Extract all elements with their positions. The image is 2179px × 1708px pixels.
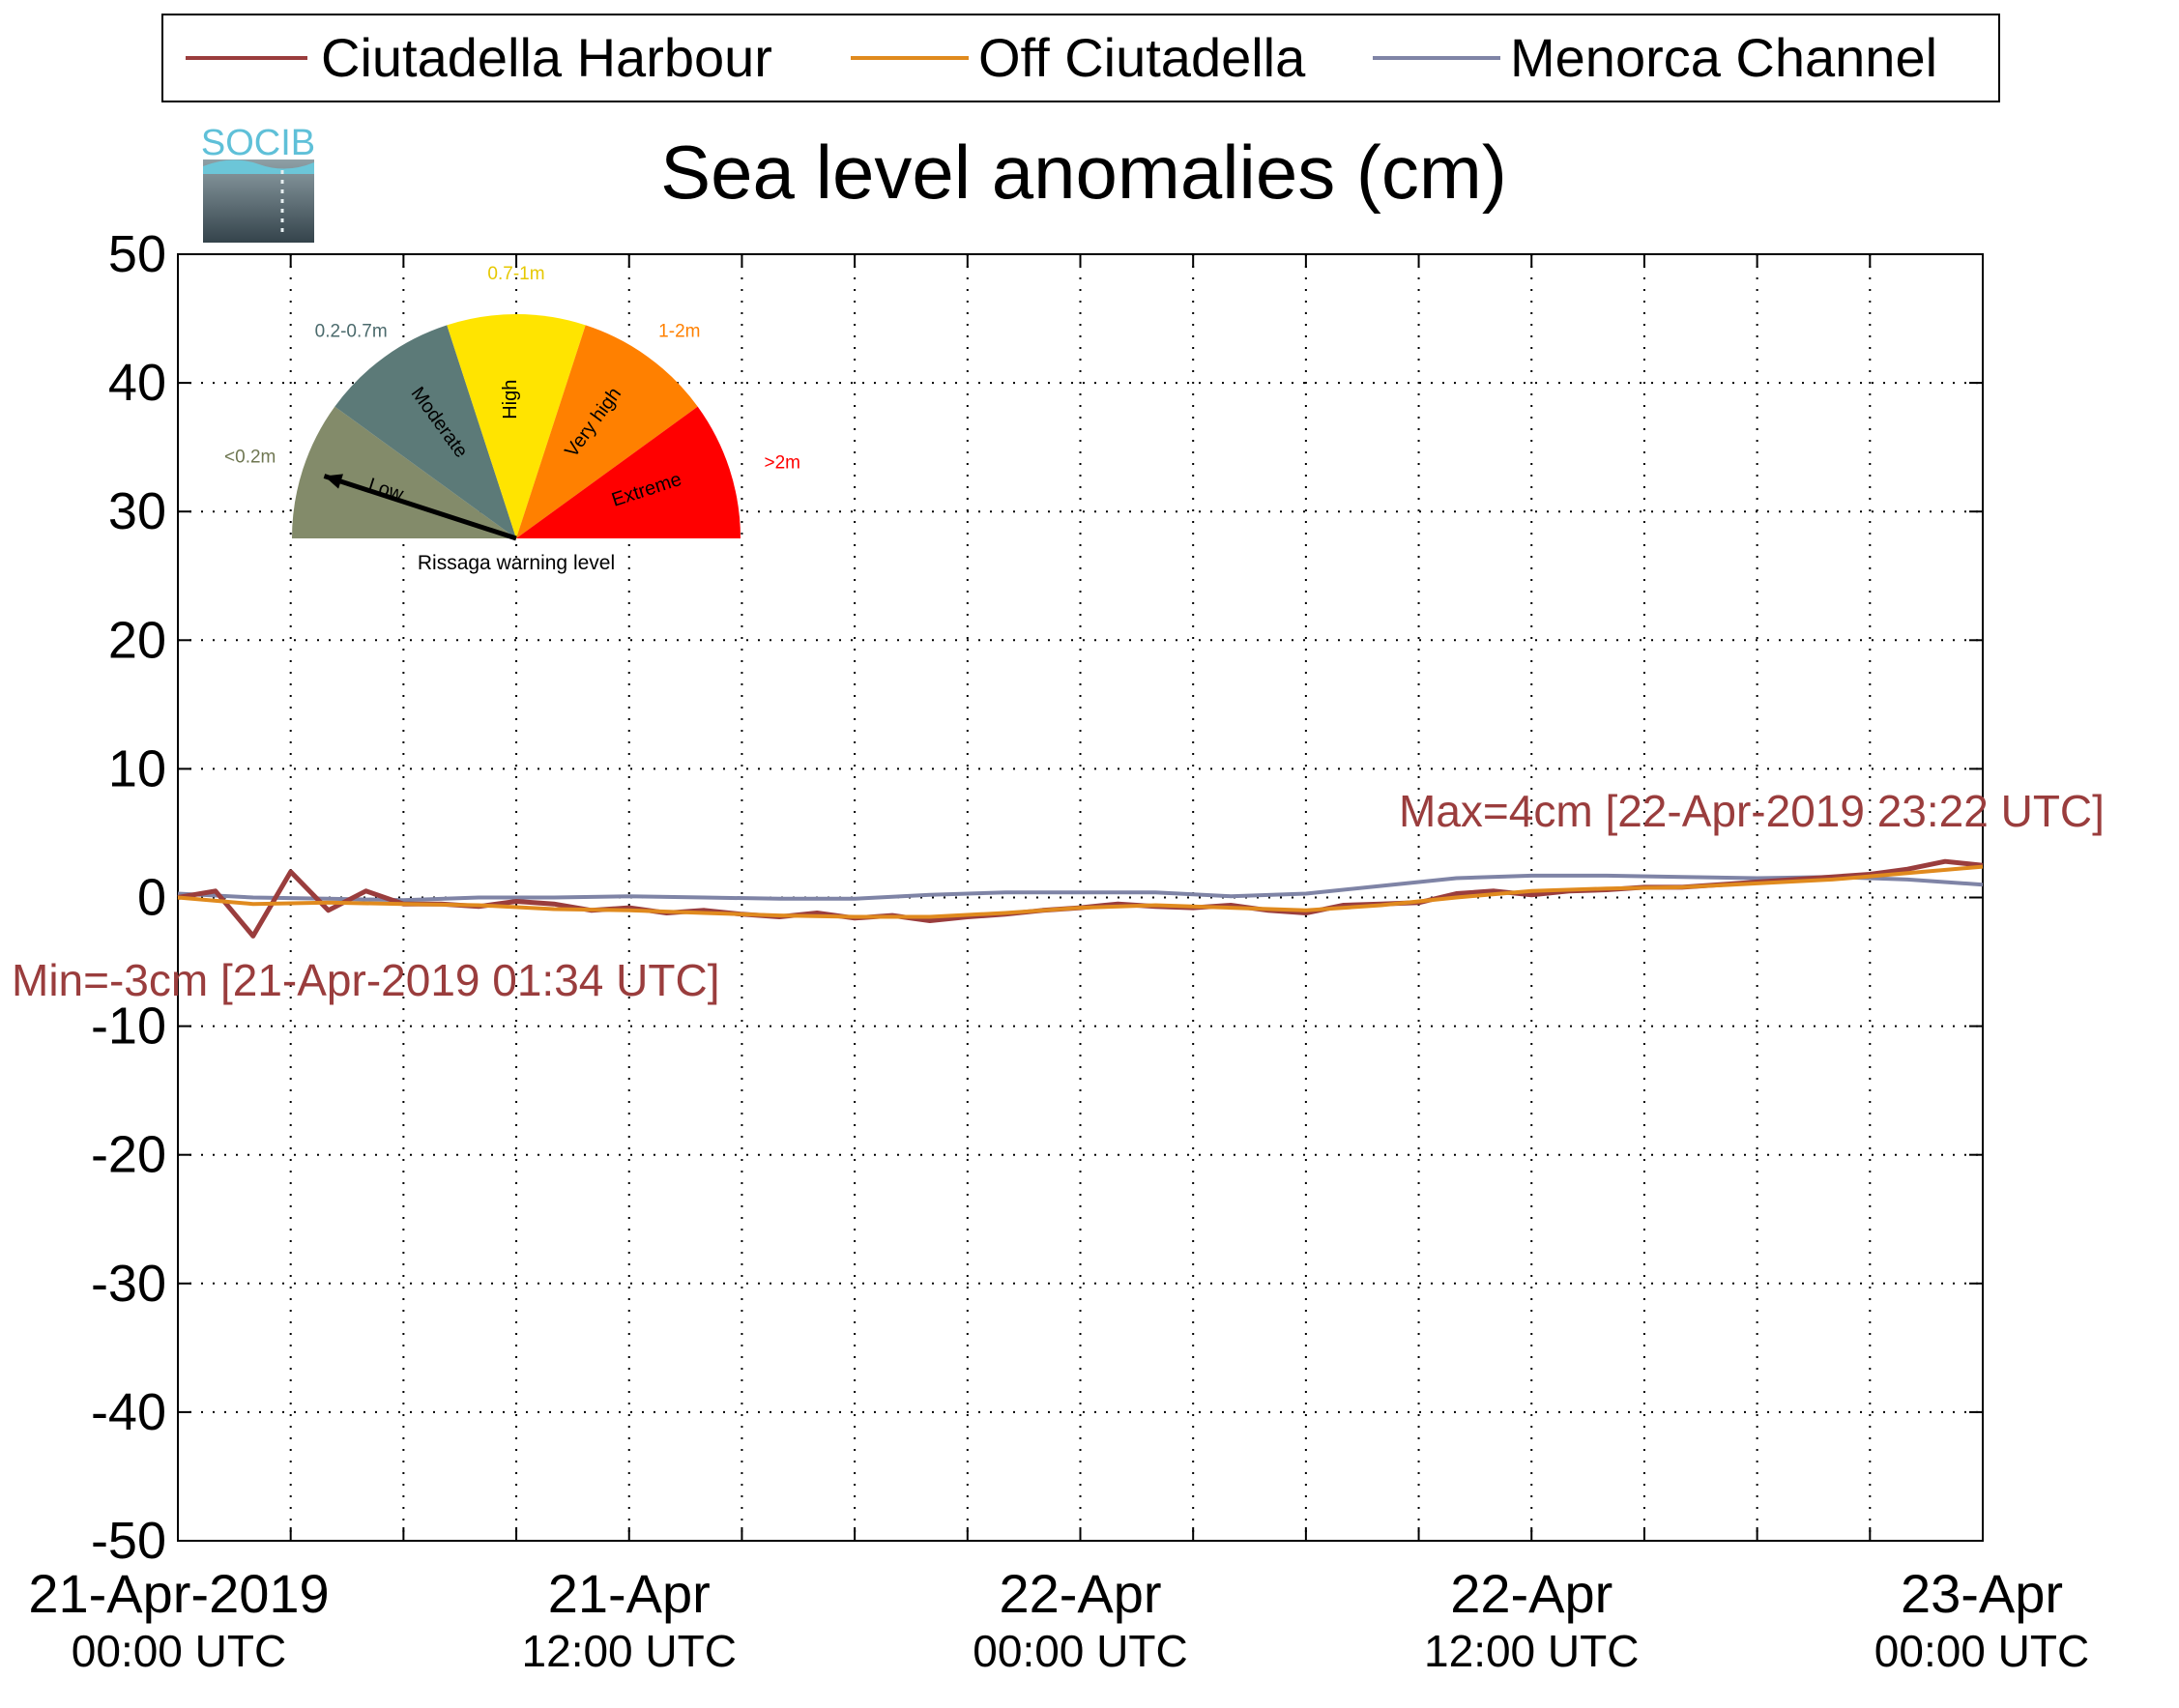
series-line-menorca-channel bbox=[177, 873, 1984, 903]
x-tick-time-label: 12:00 UTC bbox=[1424, 1626, 1639, 1676]
x-tick-date-label: 21-Apr bbox=[548, 1563, 711, 1624]
y-tick-label: 10 bbox=[108, 739, 166, 797]
y-tick-label: -20 bbox=[91, 1126, 166, 1184]
gauge-needle bbox=[323, 474, 517, 541]
series-lines bbox=[177, 858, 1984, 939]
gauge-range-label: <0.2m bbox=[224, 448, 276, 468]
legend-label-ciutadella-harbour: Ciutadella Harbour bbox=[321, 27, 772, 88]
y-tick-label: -40 bbox=[91, 1383, 166, 1441]
y-tick-label: 50 bbox=[108, 225, 166, 283]
min-annotation: Min=-3cm [21-Apr-2019 01:34 UTC] bbox=[12, 955, 719, 1005]
gauge-sector-low bbox=[292, 406, 516, 538]
gauge-sector-extreme bbox=[516, 406, 741, 538]
y-tick-label: -50 bbox=[91, 1512, 166, 1570]
chart-title: Sea level anomalies (cm) bbox=[660, 130, 1507, 215]
x-tick-date-label: 23-Apr bbox=[1901, 1563, 2063, 1624]
socib-logo: SOCIB bbox=[201, 123, 315, 243]
y-tick-label: 40 bbox=[108, 354, 166, 412]
y-tick-label: -30 bbox=[91, 1255, 166, 1313]
x-tick-time-label: 00:00 UTC bbox=[72, 1626, 286, 1676]
y-tick-label: -10 bbox=[91, 998, 166, 1056]
y-tick-label: 0 bbox=[137, 869, 166, 927]
y-tick-label: 20 bbox=[108, 611, 166, 669]
x-tick-date-label: 22-Apr bbox=[999, 1563, 1161, 1624]
gauge-caption: Rissaga warning level bbox=[418, 552, 615, 574]
gauge-sector-label: High bbox=[500, 380, 521, 420]
gauge-range-label: 0.7-1m bbox=[487, 264, 544, 284]
max-annotation: Max=4cm [22-Apr-2019 23:22 UTC] bbox=[1399, 786, 2105, 836]
legend-label-off-ciutadella: Off Ciutadella bbox=[978, 27, 1306, 88]
y-tick-label: 30 bbox=[108, 482, 166, 540]
x-tick-date-label: 21-Apr-2019 bbox=[28, 1563, 329, 1624]
gauge-range-label: 1-2m bbox=[658, 322, 700, 342]
legend: Ciutadella Harbour Off Ciutadella Menorc… bbox=[161, 14, 2000, 102]
x-tick-time-label: 00:00 UTC bbox=[973, 1626, 1187, 1676]
legend-box bbox=[161, 14, 2000, 102]
gauge-sector-very-high bbox=[516, 325, 698, 538]
x-tick-time-label: 12:00 UTC bbox=[522, 1626, 737, 1676]
gauge-needle-arrowhead bbox=[324, 474, 343, 489]
x-tick-time-label: 00:00 UTC bbox=[1874, 1626, 2089, 1676]
gauge-range-label: >2m bbox=[765, 453, 801, 474]
gauge-range-label: 0.2-0.7m bbox=[315, 322, 388, 342]
gauge-sector-high bbox=[447, 314, 586, 538]
x-tick-date-label: 22-Apr bbox=[1450, 1563, 1612, 1624]
logo-text: SOCIB bbox=[201, 123, 315, 163]
legend-label-menorca-channel: Menorca Channel bbox=[1510, 27, 1937, 88]
gauge-sector-moderate bbox=[334, 325, 516, 538]
y-axis: 50 40 30 20 10 0 -10 -20 -30 -40 -50 bbox=[91, 225, 1983, 1570]
series-line-off-ciutadella bbox=[177, 864, 1984, 919]
